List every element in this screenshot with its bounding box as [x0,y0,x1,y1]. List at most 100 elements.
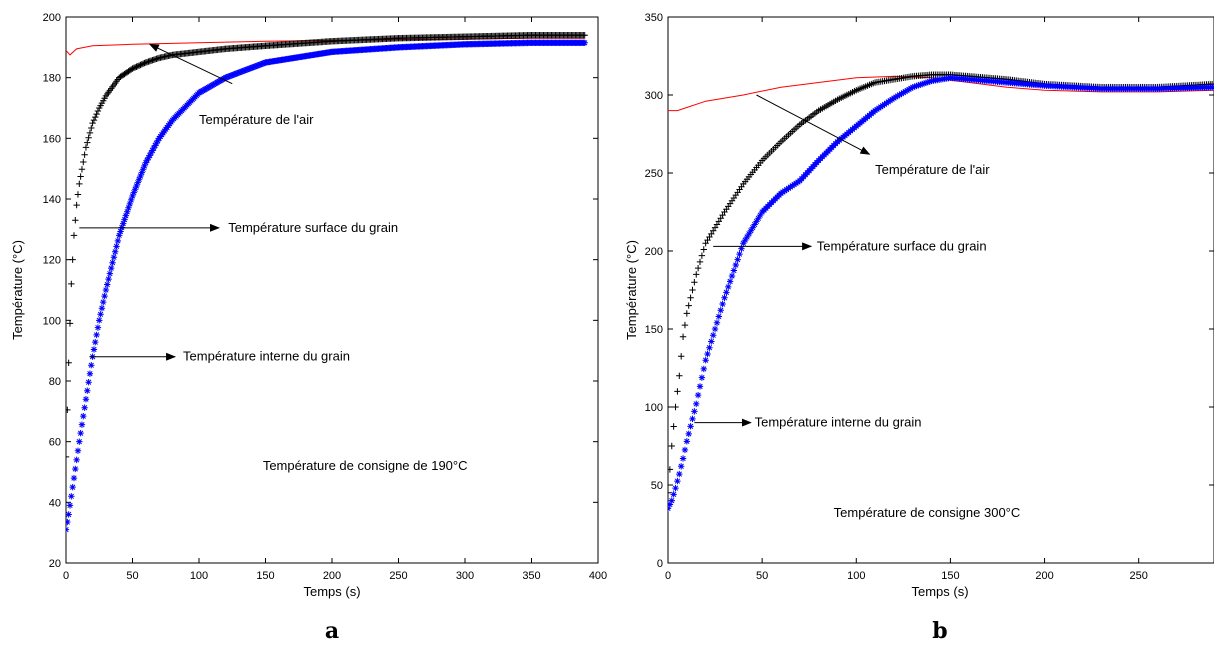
data-point [116,232,123,239]
data-point [743,233,751,241]
data-point [698,374,706,381]
data-point [129,65,136,72]
y-axis-ticks: 20 40 60 80 100 120 140 160 180 200 [43,12,598,570]
y-tick-label: 100 [645,402,663,414]
data-point [222,74,229,81]
series-group [66,32,588,533]
data-point [81,404,88,411]
y-tick-label: 50 [651,480,663,492]
annotation-label: Température interne du grain [755,415,922,430]
data-point [251,63,259,70]
data-point [66,359,72,366]
x-tick-label: 350 [522,570,540,582]
x-tick-label: 0 [665,570,671,582]
panel-label: b [932,618,947,644]
data-point [84,387,91,394]
plot-frame [65,16,599,564]
data-point [672,484,679,492]
data-point [700,365,707,373]
data-point [689,415,696,423]
data-point [122,212,130,219]
data-point [96,317,103,324]
y-tick-label: 0 [657,558,663,570]
data-point [719,300,726,308]
data-point [896,91,903,99]
data-point [104,281,111,288]
data-point [94,324,102,331]
data-point [135,62,143,69]
data-point [668,442,675,450]
data-point [66,320,74,327]
data-point [894,92,901,100]
data-point [129,192,136,200]
data-point [77,429,84,437]
data-point [693,271,700,278]
data-point [256,61,264,68]
y-tick-label: 150 [645,324,663,336]
data-point [100,298,107,306]
data-point [141,59,148,67]
data-point [907,85,915,92]
annotations: Température de l'air Température surface … [694,94,1021,520]
data-point [223,73,231,81]
data-point [139,60,147,67]
data-point [113,243,120,250]
data-point [112,248,119,255]
data-point [738,245,745,252]
data-point [708,338,715,345]
data-point [109,259,116,266]
data-point [93,331,100,339]
data-point [90,346,98,353]
data-point [90,116,98,124]
data-point [892,93,900,101]
data-point [133,63,140,70]
data-point [706,344,713,351]
data-point [676,470,683,478]
data-point [131,186,139,193]
data-point [66,502,74,509]
data-point [700,246,707,253]
data-point [747,227,755,234]
data-point [677,463,685,470]
data-point [917,81,924,88]
data-point [126,200,134,208]
data-point [70,232,78,239]
data-point [92,113,99,121]
data-point [920,80,928,87]
annotation-label: Température de consigne 300°C [834,505,1021,520]
data-point [233,70,240,77]
data-point [66,453,70,461]
data-point [119,220,127,227]
x-tick-label: 0 [63,570,69,582]
data-point [102,286,110,294]
data-point [80,158,87,166]
data-point [704,350,711,358]
data-point [98,305,106,312]
x-axis-ticks: 0 50 100 150 200 250 300 350 400 [63,17,607,582]
annotation-label: Température interne du grain [183,349,350,364]
data-point [84,139,91,146]
data-point [726,278,734,285]
data-point [101,292,108,300]
data-point [909,84,916,91]
panel-label: a [325,618,339,644]
data-point [235,69,243,76]
x-axis-ticks: 0 50 100 150 200 250 [665,17,1148,582]
data-point [681,321,689,329]
data-point [231,70,239,78]
x-tick-label: 400 [589,570,607,582]
series-group [668,71,1214,512]
data-point [82,144,90,151]
data-point [734,256,741,263]
data-point [94,107,102,115]
data-point [679,455,687,462]
data-point [139,166,147,173]
series-line-0 [668,75,1214,112]
data-point [255,61,263,69]
data-point [741,236,749,244]
data-point [740,240,747,247]
data-point [911,83,918,90]
annotation-label: Température de l'air [875,162,990,177]
data-point [581,39,588,46]
